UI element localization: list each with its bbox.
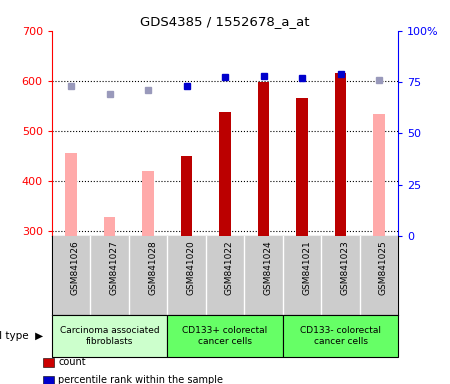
Text: GSM841025: GSM841025 <box>379 240 388 295</box>
Bar <box>142 171 154 236</box>
Bar <box>219 113 231 236</box>
Text: CD133- colorectal
cancer cells: CD133- colorectal cancer cells <box>300 326 381 346</box>
Bar <box>167 315 283 357</box>
Text: Carcinoma associated
fibroblasts: Carcinoma associated fibroblasts <box>60 326 159 346</box>
Text: GSM841024: GSM841024 <box>264 240 273 295</box>
Text: GSM841020: GSM841020 <box>186 240 195 295</box>
Text: GSM841023: GSM841023 <box>341 240 350 295</box>
Bar <box>258 82 269 236</box>
Text: GSM841028: GSM841028 <box>148 240 157 295</box>
Text: cell type  ▶: cell type ▶ <box>0 331 43 341</box>
Bar <box>65 153 77 236</box>
Bar <box>52 315 167 357</box>
Bar <box>283 315 398 357</box>
Bar <box>296 98 308 236</box>
Text: percentile rank within the sample: percentile rank within the sample <box>58 375 224 384</box>
Text: GSM841026: GSM841026 <box>71 240 80 295</box>
Bar <box>335 73 346 236</box>
Text: GSM841021: GSM841021 <box>302 240 311 295</box>
Bar <box>373 114 385 236</box>
Text: CD133+ colorectal
cancer cells: CD133+ colorectal cancer cells <box>182 326 268 346</box>
Text: count: count <box>58 358 86 367</box>
Title: GDS4385 / 1552678_a_at: GDS4385 / 1552678_a_at <box>140 15 310 28</box>
Bar <box>181 156 192 236</box>
Text: GSM841027: GSM841027 <box>109 240 118 295</box>
Bar <box>104 217 115 236</box>
Text: GSM841022: GSM841022 <box>225 240 234 295</box>
